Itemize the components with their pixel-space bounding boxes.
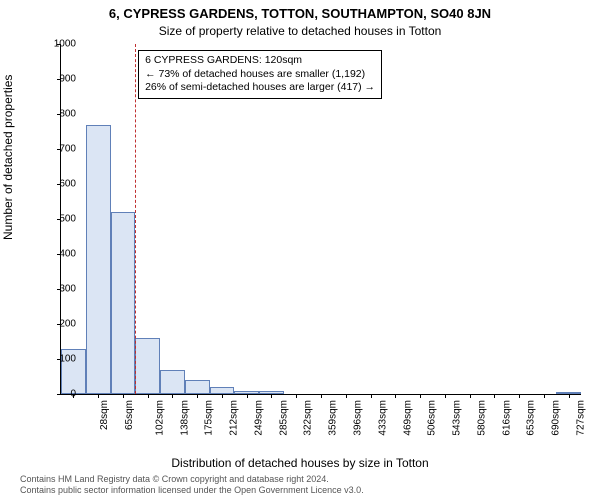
x-tick-label: 212sqm [229,400,240,436]
x-tick-mark [420,394,421,398]
y-tick-label: 600 [46,179,76,190]
y-tick-label: 1000 [46,39,76,50]
x-tick-label: 102sqm [154,400,165,436]
chart-title: 6, CYPRESS GARDENS, TOTTON, SOUTHAMPTON,… [0,6,600,21]
x-tick-mark [371,394,372,398]
x-tick-label: 28sqm [99,400,110,430]
chart-container: 6, CYPRESS GARDENS, TOTTON, SOUTHAMPTON,… [0,0,600,500]
y-tick-label: 800 [46,109,76,120]
y-tick-label: 300 [46,284,76,295]
x-tick-mark [544,394,545,398]
x-tick-label: 580sqm [476,400,487,436]
x-tick-label: 249sqm [254,400,265,436]
chart-subtitle: Size of property relative to detached ho… [0,24,600,38]
x-tick-mark [470,394,471,398]
histogram-bar [160,370,185,395]
x-tick-mark [296,394,297,398]
x-tick-label: 138sqm [179,400,190,436]
x-tick-label: 690sqm [551,400,562,436]
x-tick-mark [222,394,223,398]
footer-attribution: Contains HM Land Registry data © Crown c… [20,474,364,496]
y-tick-label: 0 [46,389,76,400]
y-tick-label: 900 [46,74,76,85]
x-tick-label: 653sqm [526,400,537,436]
x-tick-mark [395,394,396,398]
x-tick-mark [271,394,272,398]
histogram-bar [86,125,111,395]
y-tick-label: 100 [46,354,76,365]
y-tick-label: 400 [46,249,76,260]
histogram-bar [111,212,136,394]
x-tick-label: 616sqm [501,400,512,436]
x-tick-label: 396sqm [353,400,364,436]
histogram-bar [135,338,160,394]
x-tick-mark [445,394,446,398]
x-tick-label: 359sqm [328,400,339,436]
info-box-line3: 26% of semi-detached houses are larger (… [145,81,375,95]
x-tick-mark [123,394,124,398]
x-tick-label: 433sqm [377,400,388,436]
x-tick-label: 543sqm [452,400,463,436]
x-tick-label: 65sqm [124,400,135,430]
y-tick-label: 200 [46,319,76,330]
info-box: 6 CYPRESS GARDENS: 120sqm← 73% of detach… [138,50,382,99]
x-tick-label: 175sqm [204,400,215,436]
x-tick-mark [172,394,173,398]
x-tick-mark [494,394,495,398]
x-tick-mark [321,394,322,398]
y-tick-label: 700 [46,144,76,155]
y-tick-label: 500 [46,214,76,225]
x-tick-mark [197,394,198,398]
info-box-line2: ← 73% of detached houses are smaller (1,… [145,68,375,82]
histogram-bar [210,387,235,394]
x-tick-mark [346,394,347,398]
y-axis-label: Number of detached properties [1,75,15,240]
footer-line1: Contains HM Land Registry data © Crown c… [20,474,364,485]
x-tick-mark [247,394,248,398]
x-tick-mark [569,394,570,398]
x-axis-label: Distribution of detached houses by size … [0,456,600,470]
x-tick-label: 285sqm [278,400,289,436]
x-tick-label: 727sqm [575,400,586,436]
x-tick-mark [98,394,99,398]
info-box-line1: 6 CYPRESS GARDENS: 120sqm [145,54,375,68]
property-marker-line [135,44,137,394]
footer-line2: Contains public sector information licen… [20,485,364,496]
x-tick-label: 322sqm [303,400,314,436]
x-tick-mark [148,394,149,398]
x-tick-label: 506sqm [427,400,438,436]
x-tick-label: 469sqm [402,400,413,436]
x-tick-mark [519,394,520,398]
histogram-bar [185,380,210,394]
